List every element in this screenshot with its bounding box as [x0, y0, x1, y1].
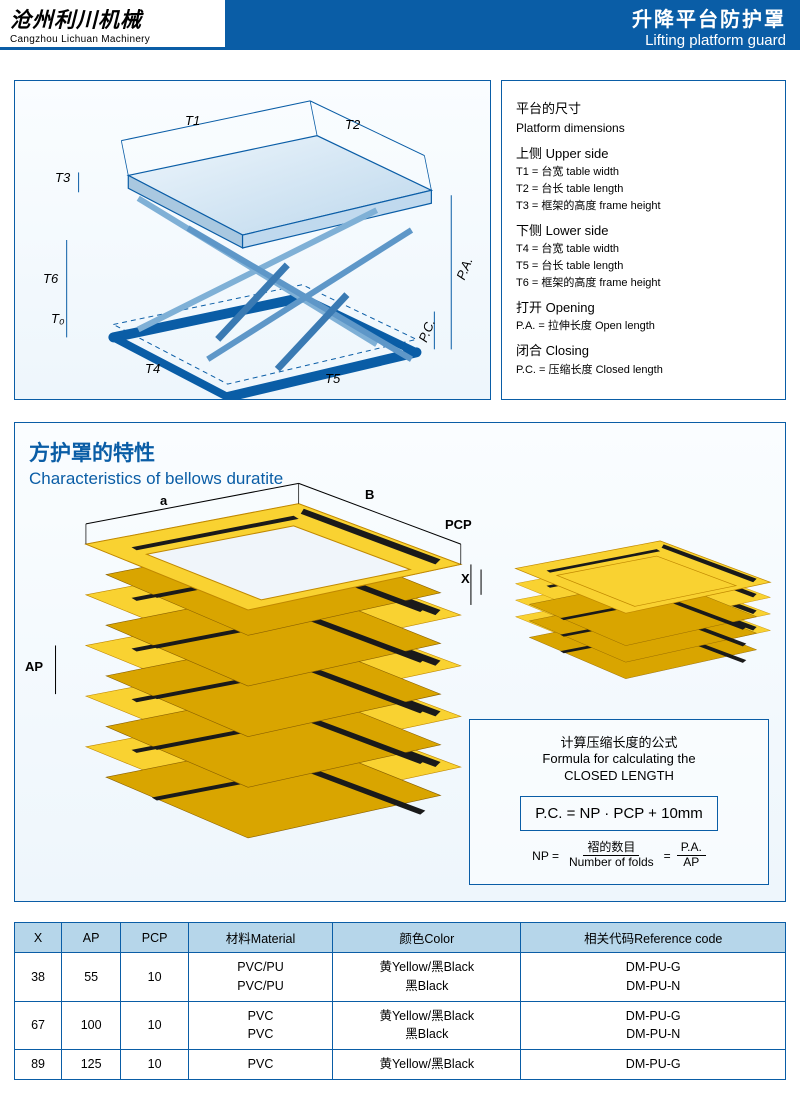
th-material: 材料Material	[188, 923, 332, 953]
np-label: NP =	[532, 849, 559, 863]
eq: =	[664, 849, 671, 863]
label-T5: T5	[325, 371, 340, 386]
table-row: 6710010PVCPVC黄Yellow/黑Black黑BlackDM-PU-G…	[15, 1001, 786, 1050]
dims-title-en: Platform dimensions	[516, 119, 771, 138]
table-cell: DM-PU-GDM-PU-N	[521, 953, 786, 1002]
upper-item: T1 = 台宽 table width	[516, 164, 771, 181]
lower-item: T6 = 框架的高度 frame height	[516, 275, 771, 292]
bellows-large	[56, 483, 471, 838]
label-X: X	[461, 571, 470, 586]
opening-item: P.A. = 拉伸长度 Open length	[516, 318, 771, 335]
table-cell: 67	[15, 1001, 62, 1050]
bellows-title-cn: 方护罩的特性	[29, 437, 771, 467]
table-cell: 黄Yellow/黑Black黑Black	[333, 1001, 521, 1050]
formula-title-en1: Formula for calculating the	[480, 751, 758, 768]
lower-item: T4 = 台宽 table width	[516, 241, 771, 258]
product-block: 升降平台防护罩 Lifting platform guard	[225, 0, 800, 50]
opening-title: 打开 Opening	[516, 298, 771, 318]
table-cell: 10	[121, 1001, 189, 1050]
company-name-en: Cangzhou Lichuan Machinery	[10, 34, 215, 45]
np-line: NP = 褶的数目 Number of folds = P.A. AP	[480, 841, 758, 870]
frac1-top: 褶的数目	[583, 841, 639, 856]
frac2-top: P.A.	[677, 841, 706, 856]
label-T0: T₀	[51, 311, 64, 326]
table-cell: 38	[15, 953, 62, 1002]
table-cell: 10	[121, 953, 189, 1002]
frac1-bot: Number of folds	[565, 856, 658, 870]
company-name-cn: 沧州利川机械	[10, 4, 215, 34]
table-cell: PVCPVC	[188, 1001, 332, 1050]
table-cell: DM-PU-GDM-PU-N	[521, 1001, 786, 1050]
label-T6: T6	[43, 271, 58, 286]
page-header: 沧州利川机械 Cangzhou Lichuan Machinery 升降平台防护…	[0, 0, 800, 50]
label-T3: T3	[55, 170, 70, 185]
table-row: 385510PVC/PUPVC/PU黄Yellow/黑Black黑BlackDM…	[15, 953, 786, 1002]
upper-title: 上侧 Upper side	[516, 144, 771, 164]
label-AP: AP	[25, 659, 43, 674]
table-cell: 10	[121, 1050, 189, 1080]
closing-title: 闭合 Closing	[516, 341, 771, 361]
closing-item: P.C. = 压缩长度 Closed length	[516, 362, 771, 379]
th-PCP: PCP	[121, 923, 189, 953]
label-T2: T2	[345, 117, 360, 132]
label-PCP: PCP	[445, 517, 472, 532]
label-a: a	[160, 493, 167, 508]
th-code: 相关代码Reference code	[521, 923, 786, 953]
upper-item: T3 = 框架的高度 frame height	[516, 198, 771, 215]
th-AP: AP	[62, 923, 121, 953]
table-cell: 55	[62, 953, 121, 1002]
lower-item: T5 = 台长 table length	[516, 258, 771, 275]
label-T1: T1	[185, 113, 200, 128]
frac2-bot: AP	[679, 856, 703, 870]
table-cell: 黄Yellow/黑Black黑Black	[333, 953, 521, 1002]
bellows-section: 方护罩的特性 Characteristics of bellows durati…	[14, 422, 786, 902]
table-cell: DM-PU-G	[521, 1050, 786, 1080]
pc-formula: P.C. = NP · PCP + 10mm	[520, 796, 718, 831]
table-header-row: X AP PCP 材料Material 颜色Color 相关代码Referenc…	[15, 923, 786, 953]
dimensions-panel: 平台的尺寸 Platform dimensions 上侧 Upper side …	[501, 80, 786, 400]
formula-title-en2: CLOSED LENGTH	[480, 768, 758, 785]
th-color: 颜色Color	[333, 923, 521, 953]
company-block: 沧州利川机械 Cangzhou Lichuan Machinery	[0, 0, 225, 50]
label-T4: T4	[145, 361, 160, 376]
table-row: 8912510PVC黄Yellow/黑BlackDM-PU-G	[15, 1050, 786, 1080]
scissor-lift-svg	[15, 81, 490, 399]
bellows-small	[516, 541, 771, 679]
platform-diagram: T1 T2 T3 T6 T₀ T4 T5 P.A. P.C.	[14, 80, 491, 400]
table-cell: PVC/PUPVC/PU	[188, 953, 332, 1002]
upper-item: T2 = 台长 table length	[516, 181, 771, 198]
table-cell: PVC	[188, 1050, 332, 1080]
th-X: X	[15, 923, 62, 953]
spec-table: X AP PCP 材料Material 颜色Color 相关代码Referenc…	[14, 922, 786, 1080]
table-cell: 89	[15, 1050, 62, 1080]
lower-title: 下侧 Lower side	[516, 221, 771, 241]
table-cell: 黄Yellow/黑Black	[333, 1050, 521, 1080]
product-name-en: Lifting platform guard	[239, 32, 786, 49]
dims-title-cn: 平台的尺寸	[516, 99, 771, 119]
label-B: B	[365, 487, 374, 502]
formula-box: 计算压缩长度的公式 Formula for calculating the CL…	[469, 719, 769, 885]
product-name-cn: 升降平台防护罩	[239, 3, 786, 32]
table-cell: 100	[62, 1001, 121, 1050]
table-cell: 125	[62, 1050, 121, 1080]
formula-title-cn: 计算压缩长度的公式	[480, 732, 758, 751]
